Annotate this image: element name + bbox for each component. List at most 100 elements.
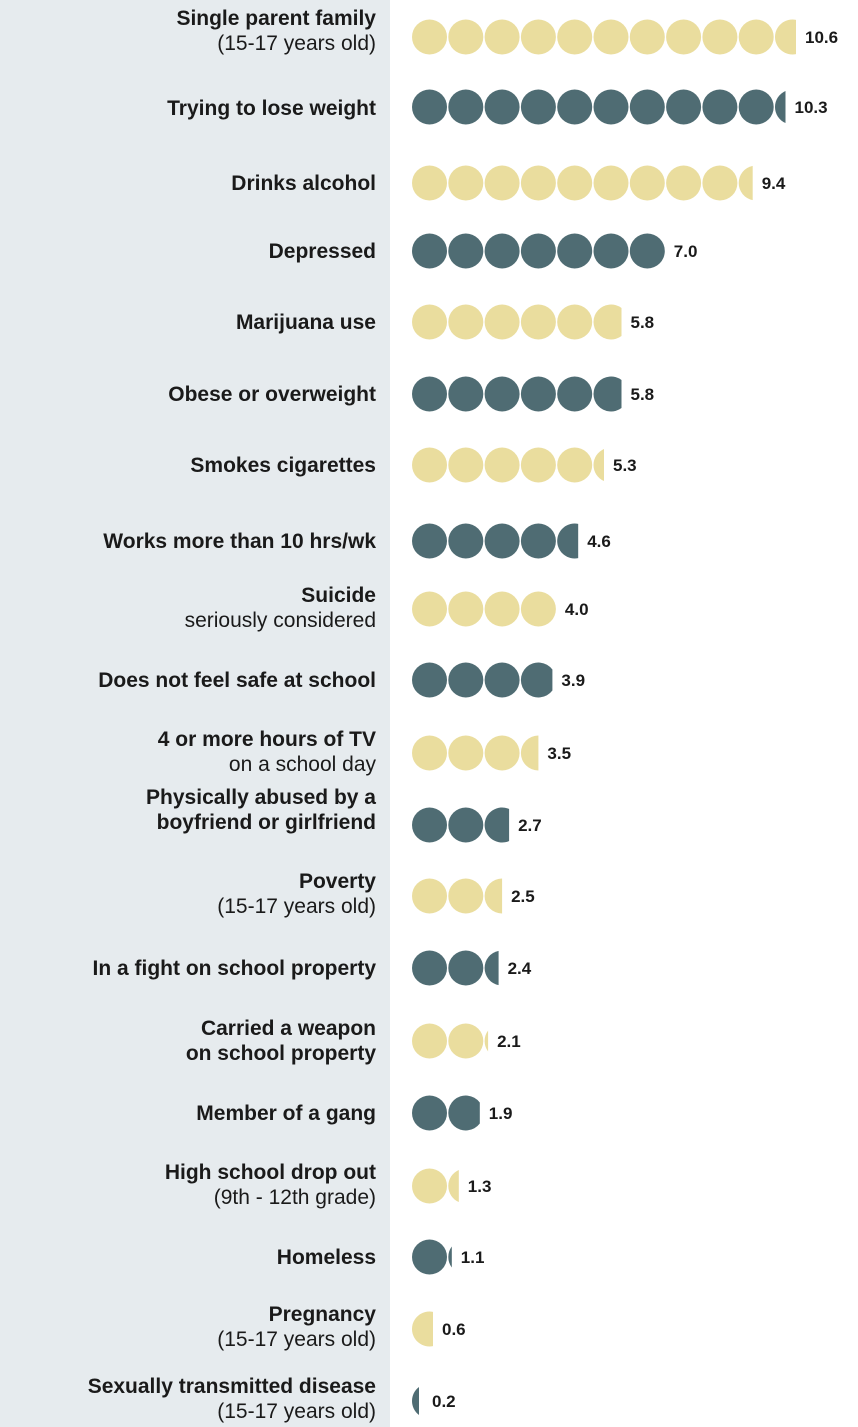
dot-row-8-1 [448,591,484,627]
dot-row-6-partial [593,448,604,482]
category-label-main: High school drop out [164,1161,376,1184]
dot-row-18-partial [412,1311,433,1347]
category-label-19: Sexually transmitted disease (15-17 years… [0,1374,376,1424]
dot-row-9-0 [412,662,447,698]
dot-row-8-3 [520,591,556,627]
dot-row-12-1 [448,878,484,914]
category-label-main: Depressed [268,240,376,263]
dot-row-1-partial [775,90,786,124]
value-label-12: 2.5 [511,887,535,906]
dot-row-1-9 [738,89,774,125]
dot-row-1-5 [593,89,629,125]
dot-row-4-partial [593,304,622,340]
dot-row-10-partial [520,735,539,771]
category-label-sub: (15-17 years old) [217,1328,376,1351]
category-label-7: Works more than 10 hrs/wk [0,529,376,554]
dot-row-5-1 [448,376,484,412]
category-label-main: In a fight on school property [92,957,377,980]
value-label-11: 2.7 [518,816,542,835]
dot-row-0-0 [412,19,447,55]
category-label-sub: (15-17 years old) [217,895,376,918]
category-label-main: Physically abused by a boyfriend or girlf… [146,786,376,834]
dot-row-1-4 [557,89,593,125]
category-label-4: Marijuana use [0,310,376,335]
dot-row-0-4 [557,19,593,55]
category-label-sub: (15-17 years old) [217,1400,376,1423]
dot-row-10-1 [448,735,484,771]
value-label-10: 3.5 [547,744,571,763]
category-label-6: Smokes cigarettes [0,453,376,478]
dot-row-9-2 [484,662,520,698]
dot-row-6-1 [448,447,484,483]
dot-row-8-2 [484,591,520,627]
dot-row-2-3 [520,165,556,201]
dot-row-4-1 [448,304,484,340]
dot-row-2-7 [666,165,702,201]
dot-row-9-partial [520,662,553,698]
dot-row-7-3 [520,523,556,559]
category-label-1: Trying to lose weight [0,96,376,121]
category-label-18: Pregnancy (15-17 years old) [0,1302,376,1352]
dot-row-3-0 [412,233,447,269]
dot-row-8-0 [412,591,447,627]
dot-row-3-1 [448,233,484,269]
dot-row-6-0 [412,447,447,483]
dot-row-7-0 [412,523,447,559]
dot-row-3-2 [484,233,520,269]
category-label-main: Pregnancy [268,1303,376,1326]
category-label-16: High school drop out (9th - 12th grade) [0,1160,376,1210]
dot-row-13-partial [484,950,499,986]
category-label-5: Obese or overweight [0,382,376,407]
dot-row-0-3 [520,19,556,55]
value-label-2: 9.4 [762,174,786,193]
dot-row-5-partial [593,376,622,412]
dot-row-0-2 [484,19,520,55]
dot-row-4-3 [520,304,556,340]
dot-row-9-1 [448,662,484,698]
dot-row-16-partial [448,1169,459,1203]
category-label-main: Single parent family [176,7,376,30]
category-label-9: Does not feel safe at school [0,668,376,693]
dot-row-1-6 [629,89,665,125]
dot-row-3-3 [520,233,556,269]
category-label-8: Suicide seriously considered [0,583,376,633]
dot-row-5-4 [557,376,593,412]
dot-row-0-9 [738,19,774,55]
value-label-13: 2.4 [508,959,532,978]
dot-row-1-2 [484,89,520,125]
dot-row-16-0 [412,1168,447,1204]
dot-row-1-8 [702,89,738,125]
category-label-main: Works more than 10 hrs/wk [103,530,376,553]
dot-row-0-6 [629,19,665,55]
dot-row-17-0 [412,1239,447,1275]
category-label-11: Physically abused by a boyfriend or girlf… [0,785,376,835]
dot-row-11-partial [484,807,510,843]
category-label-main: 4 or more hours of TV [157,728,376,751]
dot-row-4-4 [557,304,593,340]
category-label-sub: (9th - 12th grade) [213,1186,376,1209]
category-label-13: In a fight on school property [0,956,377,981]
value-label-16: 1.3 [468,1177,492,1196]
dot-row-0-partial [775,19,796,55]
category-label-sub: seriously considered [184,609,376,632]
dot-row-7-2 [484,523,520,559]
value-label-7: 4.6 [587,532,611,551]
dot-row-14-0 [412,1023,447,1059]
dot-row-13-1 [448,950,484,986]
category-label-0: Single parent family (15-17 years old) [0,6,376,56]
dot-row-4-2 [484,304,520,340]
category-label-main: Drinks alcohol [231,172,376,195]
dot-row-0-7 [666,19,702,55]
category-label-14: Carried a weapon on school property [0,1016,376,1066]
dot-row-14-partial [484,1030,489,1052]
category-label-sub: (15-17 years old) [217,32,376,55]
dot-row-0-1 [448,19,484,55]
dot-row-4-0 [412,304,447,340]
category-label-sub: on a school day [228,753,376,776]
category-label-12: Poverty (15-17 years old) [0,869,376,919]
value-label-4: 5.8 [631,313,655,332]
value-label-8: 4.0 [565,600,589,619]
category-label-17: Homeless [0,1245,376,1270]
category-label-main: Smokes cigarettes [190,454,376,477]
dot-row-5-2 [484,376,520,412]
